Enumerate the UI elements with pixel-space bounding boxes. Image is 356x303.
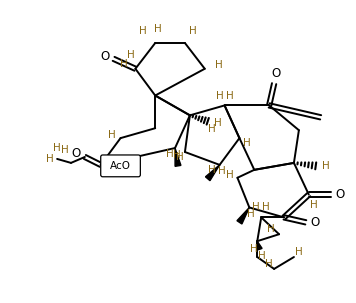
Text: O: O [71,148,80,161]
Text: H: H [154,24,162,34]
Text: AcO: AcO [110,161,131,171]
Text: H: H [262,202,270,212]
Polygon shape [175,148,181,166]
Text: H: H [208,124,216,134]
Polygon shape [257,241,262,250]
Text: H: H [166,149,174,159]
Text: H: H [53,143,61,153]
Text: H: H [173,150,181,160]
Text: H: H [226,170,234,180]
Polygon shape [237,208,249,224]
Text: H: H [215,60,222,70]
FancyBboxPatch shape [101,155,140,177]
Text: H: H [214,118,221,128]
Text: H: H [310,199,318,209]
Text: H: H [120,59,127,69]
Text: H: H [61,145,69,155]
Text: O: O [272,67,281,80]
Text: O: O [310,216,319,229]
Text: H: H [189,26,197,36]
Text: H: H [250,244,258,254]
Text: H: H [295,247,303,257]
Text: H: H [244,138,251,148]
Text: H: H [258,251,266,261]
Text: H: H [108,130,115,140]
Text: H: H [127,50,134,60]
Text: H: H [46,154,54,164]
Text: H: H [176,152,184,162]
Text: H: H [247,209,255,219]
Text: H: H [226,91,234,101]
Text: H: H [267,224,275,234]
Text: H: H [216,91,224,101]
Text: H: H [208,165,216,175]
Text: H: H [252,202,260,212]
Text: H: H [265,259,273,269]
Text: H: H [140,26,147,36]
Text: H: H [322,161,330,171]
Text: O: O [335,188,344,201]
Text: H: H [218,166,225,176]
Text: O: O [100,50,109,63]
Polygon shape [205,165,220,181]
